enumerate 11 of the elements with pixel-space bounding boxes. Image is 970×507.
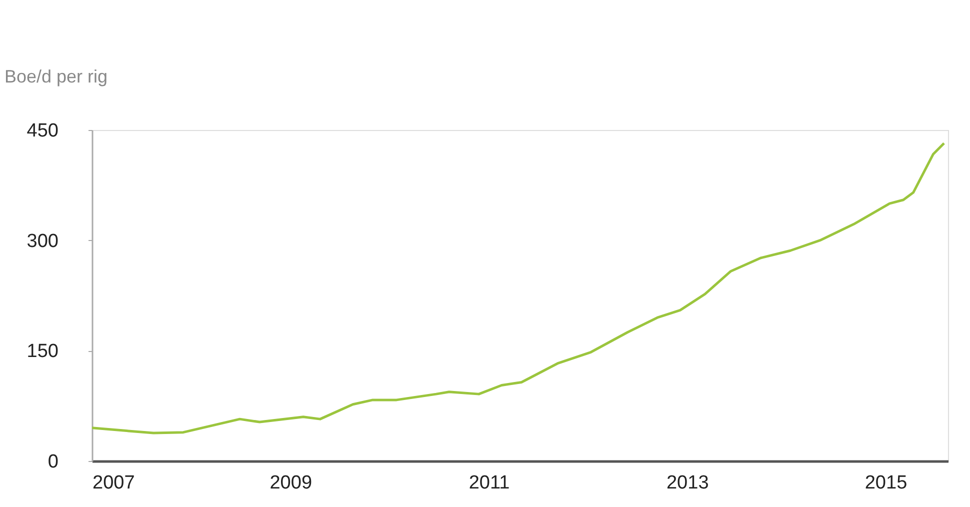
y-tick-label: 0	[48, 452, 58, 472]
x-tick-label: 2013	[666, 472, 709, 494]
x-tick-label: 2011	[468, 472, 510, 494]
x-tick-label: 2007	[92, 472, 135, 494]
y-tick-label: 300	[26, 230, 58, 252]
y-axis-title: Boe/d per rig	[4, 66, 108, 86]
y-tick-label: 450	[26, 120, 58, 142]
y-tick-label: 150	[26, 341, 58, 362]
line-series	[92, 142, 946, 434]
x-tick-label: 2009	[270, 472, 312, 494]
x-tick-label: 2015	[864, 472, 908, 494]
